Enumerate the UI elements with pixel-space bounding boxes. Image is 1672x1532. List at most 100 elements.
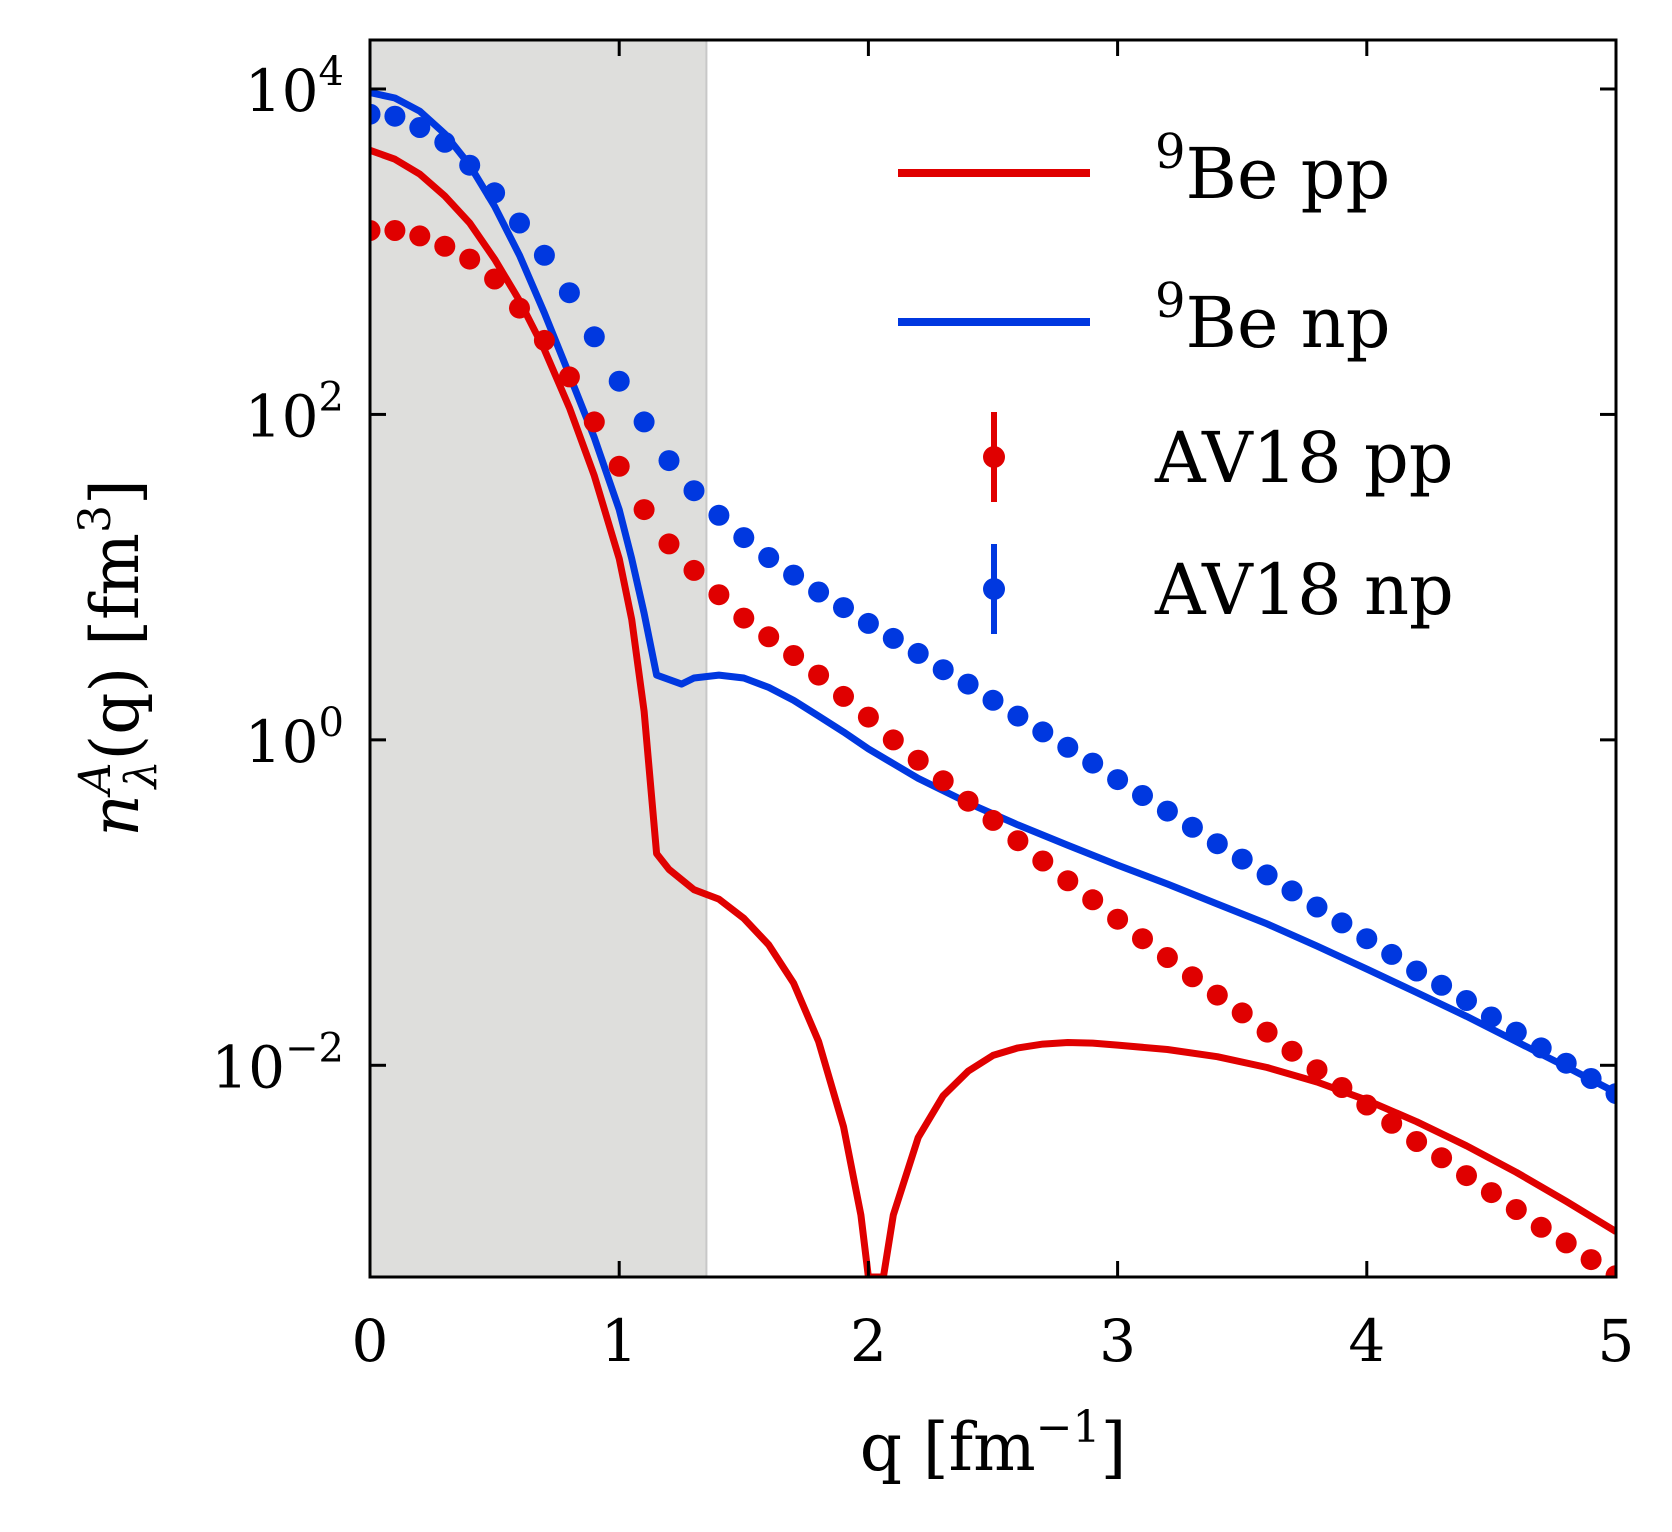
- series-3-point: [608, 370, 630, 392]
- y-axis-label-sup: A: [70, 762, 121, 798]
- series-2-point: [1580, 1249, 1602, 1271]
- series-2-point: [434, 235, 456, 257]
- legend-label-be-pp-sup: 9: [1155, 124, 1186, 180]
- series-2-point: [882, 729, 904, 751]
- series-2-point: [1456, 1165, 1477, 1187]
- y-tick-label: 102: [245, 374, 344, 450]
- series-3-point: [509, 212, 530, 234]
- series-3-point: [384, 105, 406, 127]
- series-3-point: [1456, 990, 1477, 1011]
- series-3-point: [857, 612, 879, 634]
- y-tick-label-exp: 4: [319, 49, 344, 95]
- x-tick-label: 3: [1099, 1307, 1136, 1375]
- series-2-point: [1132, 928, 1153, 950]
- x-tick-label: 5: [1598, 1307, 1635, 1375]
- series-3-point: [932, 659, 954, 681]
- series-3-point: [882, 627, 904, 649]
- series-3-point: [633, 411, 655, 433]
- series-2-point: [1530, 1216, 1552, 1238]
- series-3-point: [1281, 880, 1303, 902]
- y-tick-label-exp: −2: [285, 1025, 344, 1071]
- legend-entry-av18-pp: AV18 pp: [983, 412, 1454, 502]
- legend-label-av18-np: AV18 np: [1154, 549, 1454, 631]
- series-3-point: [1206, 833, 1228, 855]
- series-3-point: [1530, 1037, 1552, 1059]
- y-tick-label: 10−2: [211, 1025, 344, 1101]
- series-2-point: [1406, 1131, 1428, 1152]
- y-axis-label-rest: (q) [fm: [77, 533, 154, 761]
- legend-label-be-pp: 9Be pp: [1155, 124, 1390, 215]
- series-3-point: [1032, 721, 1054, 743]
- series-3-point: [733, 527, 755, 549]
- x-tick-label: 1: [601, 1307, 638, 1375]
- series-2-point: [1181, 966, 1203, 988]
- series-2-point: [1032, 850, 1054, 872]
- series-2-point: [733, 607, 755, 629]
- y-tick-label-exp: 2: [319, 374, 344, 420]
- series-2-point: [384, 220, 406, 241]
- series-2-point: [1206, 984, 1228, 1006]
- series-2-point: [459, 248, 481, 270]
- series-3-point: [1580, 1068, 1602, 1089]
- series-2-point: [633, 499, 655, 521]
- y-axis-label-sub: λ: [116, 761, 167, 791]
- series-layer: [370, 89, 1616, 1277]
- series-2-point: [857, 706, 879, 728]
- legend: 9Be pp 9Be np AV18 pp AV18 np: [898, 124, 1454, 634]
- series-3-point: [1256, 864, 1278, 886]
- series-2-point: [1256, 1021, 1278, 1043]
- series-2-point: [1356, 1094, 1378, 1116]
- series-3-point: [683, 480, 705, 502]
- legend-label-be-np-sup: 9: [1155, 273, 1186, 329]
- x-axis-label-text: q [fm: [860, 1409, 1036, 1486]
- y-axis-label-tail: ]: [77, 479, 154, 505]
- series-2-point: [683, 559, 705, 581]
- x-tick-label: 4: [1348, 1307, 1385, 1375]
- series-2-point: [907, 749, 929, 771]
- y-tick-label: 100: [245, 700, 344, 776]
- series-2-point: [1082, 889, 1104, 911]
- series-2-point: [708, 584, 730, 606]
- series-2-point: [509, 297, 530, 319]
- plot-area: [370, 40, 1616, 1277]
- series-2-point: [658, 533, 680, 555]
- series-3-point: [758, 547, 780, 568]
- series-2-point: [1156, 947, 1178, 968]
- series-3-point: [1406, 960, 1428, 982]
- series-line-0: [370, 147, 1616, 1277]
- series-2-point: [409, 225, 431, 247]
- series-3-point: [708, 504, 730, 526]
- series-3-point: [957, 673, 979, 695]
- legend-label-be-pp-text: Be pp: [1186, 133, 1391, 215]
- series-3-point: [982, 689, 1004, 711]
- series-2-point: [932, 770, 954, 792]
- series-2-point: [1555, 1232, 1577, 1254]
- series-line-1: [370, 89, 1616, 1096]
- series-3-point: [1181, 816, 1203, 838]
- series-3-point: [533, 244, 555, 266]
- legend-marker-av18-pp: [983, 446, 1005, 468]
- series-2-point: [957, 790, 979, 812]
- y-axis-label-main: n: [77, 794, 154, 837]
- series-3-point: [1306, 896, 1328, 918]
- series-3-point: [1381, 943, 1403, 965]
- series-3-point: [370, 103, 381, 125]
- x-axis-label: q [fm−1]: [860, 1402, 1127, 1486]
- legend-entry-av18-np: AV18 np: [983, 544, 1454, 634]
- series-3-point: [1331, 912, 1353, 934]
- series-3-point: [907, 642, 929, 664]
- legend-entry-be-pp: 9Be pp: [898, 124, 1390, 215]
- series-2-point: [533, 329, 555, 351]
- series-2-point: [1331, 1077, 1353, 1098]
- series-3-point: [783, 564, 805, 586]
- series-3-point: [409, 117, 431, 138]
- y-tick-label: 104: [245, 49, 344, 125]
- y-axis-label: nAλ(q) [fm3]: [70, 479, 167, 836]
- legend-label-be-np-text: Be np: [1186, 282, 1391, 364]
- legend-marker-av18-np: [983, 578, 1005, 600]
- series-2-point: [808, 664, 830, 686]
- series-3-point: [1007, 705, 1029, 727]
- series-3-point: [583, 326, 605, 348]
